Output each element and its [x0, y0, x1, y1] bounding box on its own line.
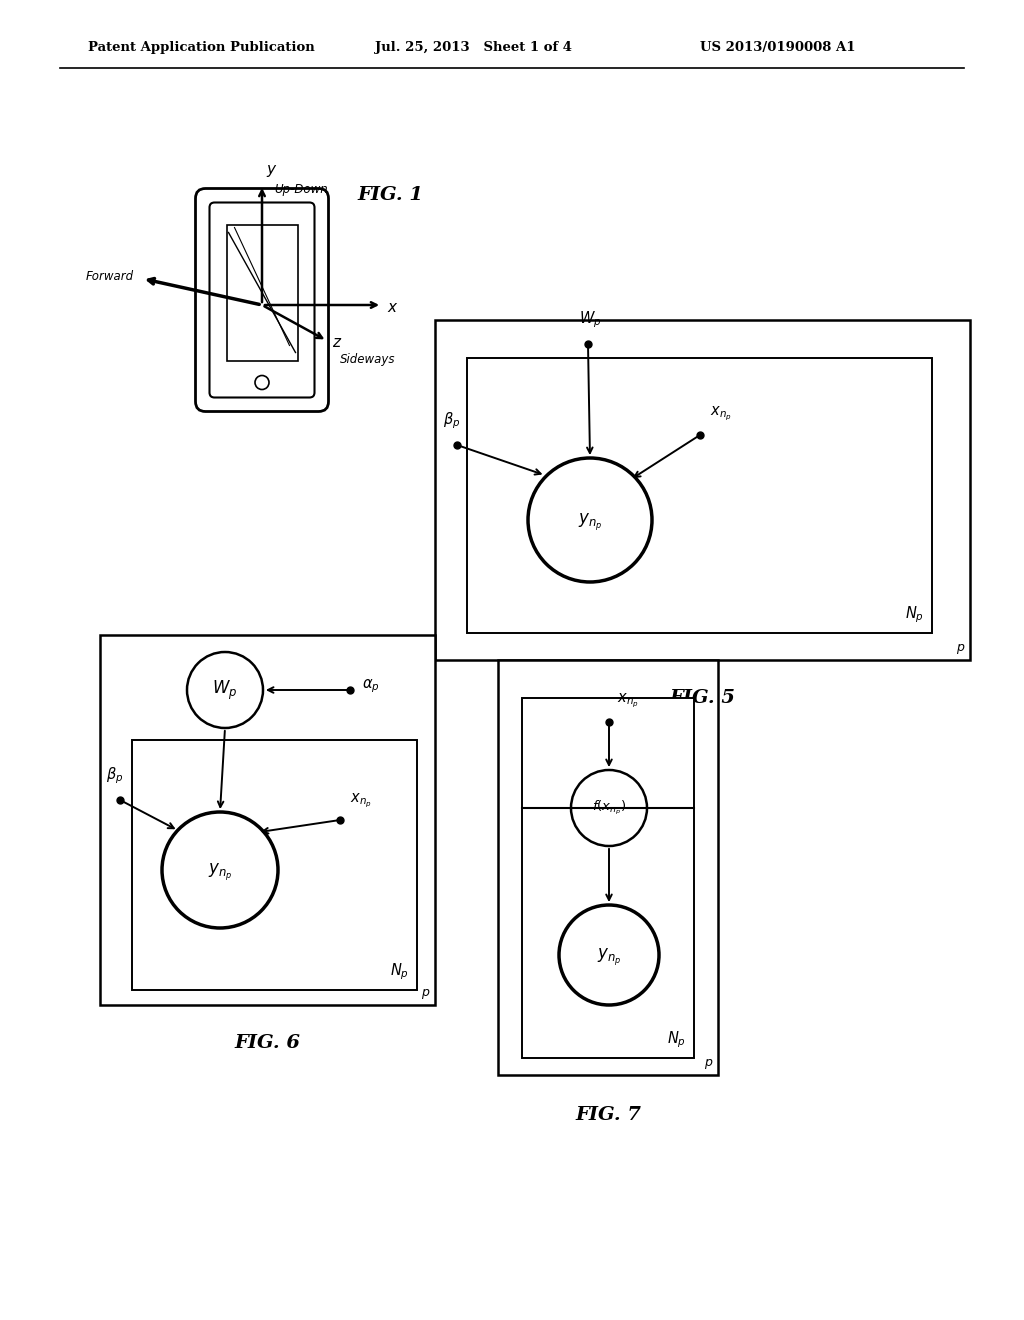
Bar [132, 741, 417, 990]
Text: p: p [956, 642, 964, 653]
Bar [435, 319, 970, 660]
Text: FIG. 1: FIG. 1 [357, 186, 423, 205]
Bar [522, 698, 694, 1059]
Bar [467, 358, 932, 634]
Text: $y_{n_p}$: $y_{n_p}$ [578, 511, 602, 532]
Circle shape [528, 458, 652, 582]
Text: $y_{n_p}$: $y_{n_p}$ [597, 946, 622, 968]
Text: $f(x_{n_p})$: $f(x_{n_p})$ [592, 799, 626, 817]
Text: $\alpha_p$: $\alpha_p$ [362, 677, 380, 694]
Text: Forward: Forward [86, 271, 134, 282]
Text: FIG. 6: FIG. 6 [234, 1034, 300, 1052]
Circle shape [162, 812, 278, 928]
Bar [498, 660, 718, 1074]
Text: y: y [266, 162, 275, 177]
Text: Jul. 25, 2013   Sheet 1 of 4: Jul. 25, 2013 Sheet 1 of 4 [375, 41, 572, 54]
Text: p: p [421, 986, 429, 999]
Text: US 2013/0190008 A1: US 2013/0190008 A1 [700, 41, 855, 54]
Text: Up-Down: Up-Down [274, 183, 328, 197]
Circle shape [571, 770, 647, 846]
Text: FIG. 5: FIG. 5 [670, 689, 735, 708]
Circle shape [255, 375, 269, 389]
Text: $W_p$: $W_p$ [212, 678, 238, 702]
Text: $W_p$: $W_p$ [579, 309, 601, 330]
Text: $x_{n_p}$: $x_{n_p}$ [350, 792, 372, 810]
Text: $x_{n_p}$: $x_{n_p}$ [710, 405, 732, 422]
Bar [226, 224, 298, 360]
Circle shape [187, 652, 263, 729]
Text: $x_{n_p}$: $x_{n_p}$ [617, 692, 639, 710]
Text: x: x [387, 301, 396, 315]
Text: $N_p$: $N_p$ [905, 605, 924, 624]
Text: FIG. 7: FIG. 7 [575, 1106, 641, 1125]
Bar [100, 635, 435, 1005]
Text: p: p [705, 1056, 712, 1069]
Text: $\beta_p$: $\beta_p$ [106, 766, 124, 785]
Text: Patent Application Publication: Patent Application Publication [88, 41, 314, 54]
Text: $\beta_p$: $\beta_p$ [443, 411, 461, 432]
Text: Sideways: Sideways [340, 352, 395, 366]
Text: $N_p$: $N_p$ [667, 1030, 686, 1049]
FancyBboxPatch shape [196, 189, 329, 412]
Text: $y_{n_p}$: $y_{n_p}$ [208, 862, 232, 883]
FancyBboxPatch shape [210, 202, 314, 397]
Text: $N_p$: $N_p$ [390, 961, 409, 982]
Text: z: z [332, 335, 340, 350]
Circle shape [559, 906, 659, 1005]
